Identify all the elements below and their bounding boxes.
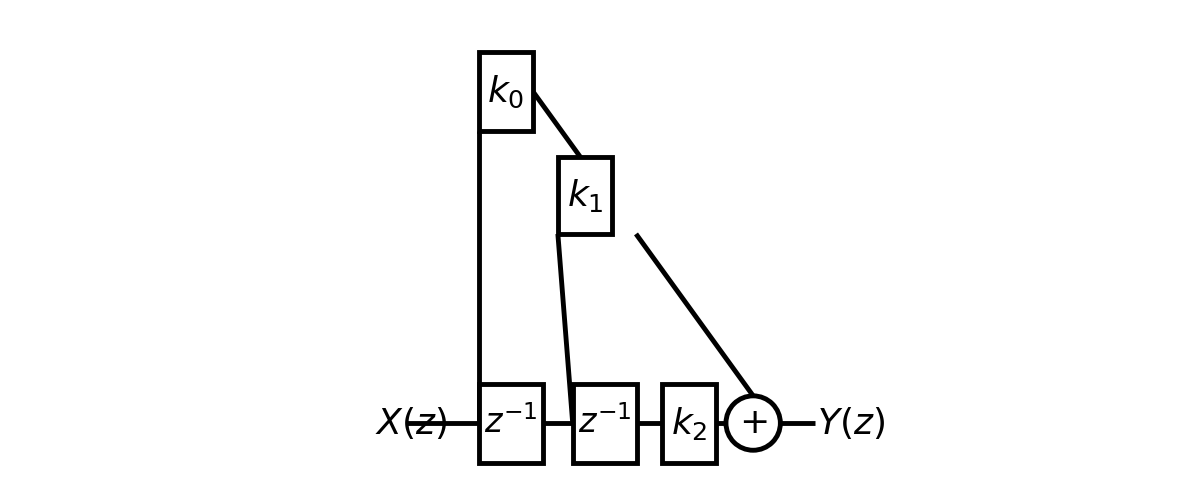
FancyBboxPatch shape [479, 384, 543, 462]
FancyBboxPatch shape [572, 384, 637, 462]
FancyBboxPatch shape [479, 52, 533, 132]
Text: $Y(z)$: $Y(z)$ [818, 405, 885, 441]
Text: $k_0$: $k_0$ [487, 74, 525, 110]
Text: $z^{-1}$: $z^{-1}$ [484, 406, 538, 440]
Circle shape [726, 396, 780, 450]
Text: $+$: $+$ [739, 406, 767, 440]
FancyBboxPatch shape [558, 158, 612, 234]
FancyBboxPatch shape [662, 384, 716, 462]
Text: $X(z)$: $X(z)$ [375, 405, 447, 441]
Text: $z^{-1}$: $z^{-1}$ [578, 406, 631, 440]
Text: $k_2$: $k_2$ [670, 404, 707, 442]
Text: $k_1$: $k_1$ [566, 177, 603, 214]
